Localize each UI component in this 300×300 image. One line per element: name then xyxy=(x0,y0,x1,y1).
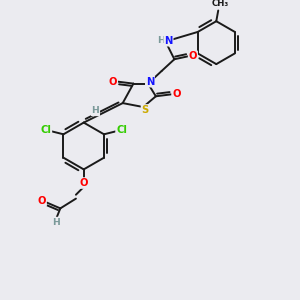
Text: O: O xyxy=(38,196,46,206)
Text: CH₃: CH₃ xyxy=(212,0,229,8)
Text: O: O xyxy=(172,89,181,99)
Text: Cl: Cl xyxy=(116,125,127,135)
Text: H: H xyxy=(92,106,99,116)
Text: H: H xyxy=(52,218,60,226)
Text: N: N xyxy=(146,77,154,87)
Text: O: O xyxy=(80,178,88,188)
Text: O: O xyxy=(189,51,197,61)
Text: H: H xyxy=(157,36,165,45)
Text: O: O xyxy=(109,77,117,87)
Text: S: S xyxy=(142,105,149,115)
Text: N: N xyxy=(164,36,173,46)
Text: Cl: Cl xyxy=(40,125,51,135)
